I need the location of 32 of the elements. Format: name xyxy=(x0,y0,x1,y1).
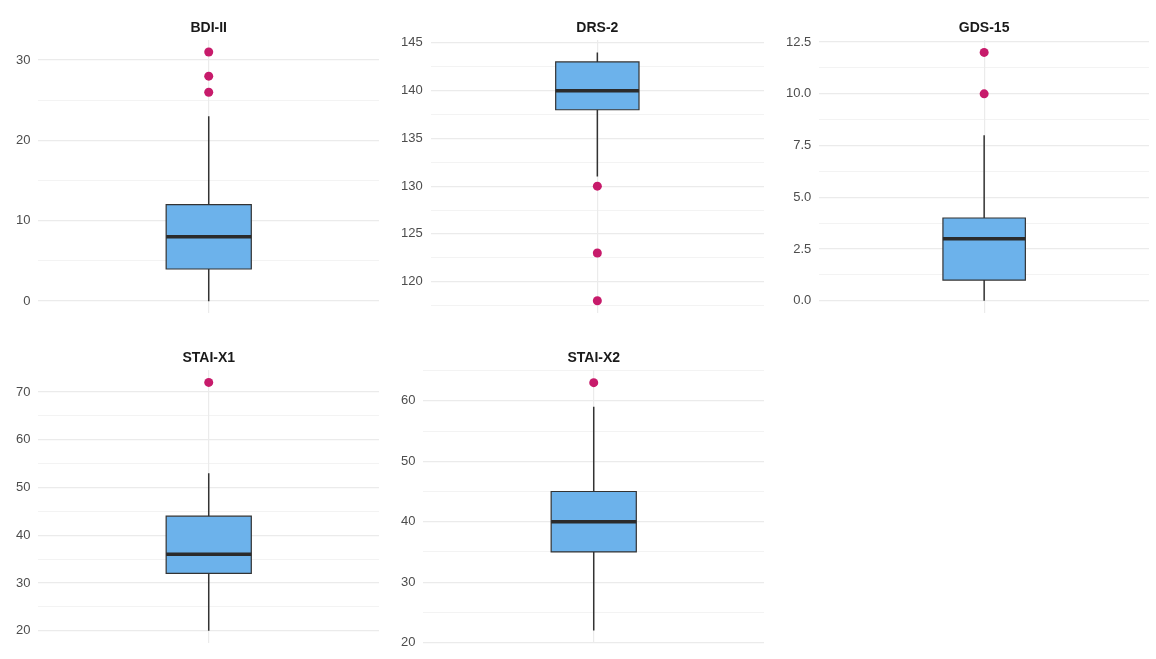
y-tick-label: 135 xyxy=(400,129,423,145)
y-tick-label: 125 xyxy=(400,225,423,241)
y-tick-label: 12.5 xyxy=(785,33,812,49)
y-tick-label: 20 xyxy=(400,634,416,650)
chart-title: STAI-X1 xyxy=(182,348,236,365)
y-tick-label: 10 xyxy=(15,212,31,228)
y-tick-label: 10.0 xyxy=(785,85,812,101)
y-tick-label: 20 xyxy=(15,132,31,148)
y-tick-label: 30 xyxy=(15,574,31,590)
y-tick-label: 30 xyxy=(400,573,416,589)
y-tick-label: 40 xyxy=(15,526,31,542)
y-tick-label: 50 xyxy=(15,479,31,495)
y-tick-label: 0 xyxy=(23,292,31,308)
chart-title: DRS-2 xyxy=(576,18,619,35)
chart-title: STAI-X2 xyxy=(567,348,621,365)
y-tick-label: 60 xyxy=(15,431,31,447)
y-tick-label: 30 xyxy=(15,51,31,67)
chart-title: GDS-15 xyxy=(958,18,1010,35)
y-tick-label: 130 xyxy=(400,177,423,193)
y-tick-label: 0.0 xyxy=(793,292,812,308)
chart-title: BDI-II xyxy=(190,18,228,35)
y-tick-label: 70 xyxy=(15,383,31,399)
y-tick-label: 50 xyxy=(400,452,416,468)
y-tick-label: 2.5 xyxy=(793,240,812,256)
y-tick-label: 5.0 xyxy=(793,188,812,204)
y-tick-label: 145 xyxy=(400,34,423,50)
y-tick-label: 20 xyxy=(15,622,31,638)
y-tick-label: 60 xyxy=(400,392,416,408)
y-tick-label: 7.5 xyxy=(793,137,812,153)
y-tick-label: 140 xyxy=(400,82,423,98)
y-tick-label: 120 xyxy=(400,273,423,289)
y-tick-label: 40 xyxy=(400,513,416,529)
